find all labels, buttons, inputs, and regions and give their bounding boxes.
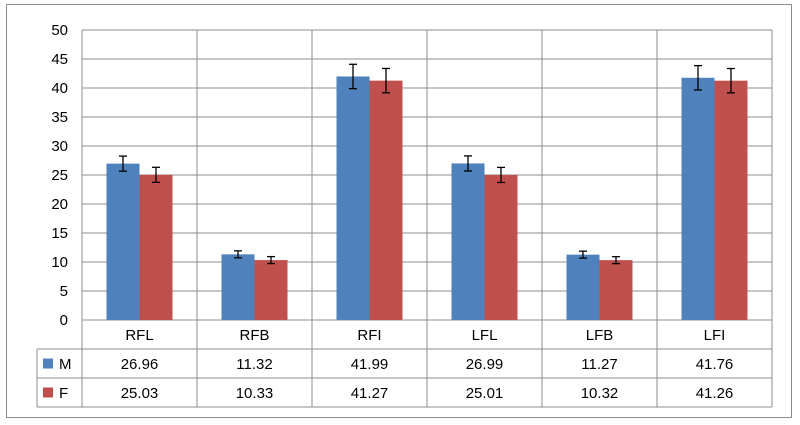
data-table-cell: 10.33 <box>236 385 274 402</box>
data-table-cell: 10.32 <box>581 385 619 402</box>
y-tick-label: 35 <box>51 109 68 126</box>
bar-F-LFL <box>484 174 518 320</box>
bar-F-RFB <box>254 260 288 320</box>
bar-M-LFB <box>566 254 600 320</box>
x-category-label: LFL <box>472 327 498 344</box>
bar-M-RFB <box>221 254 255 320</box>
x-category-label: RFI <box>357 327 381 344</box>
data-table-cell: 11.32 <box>236 356 272 373</box>
legend-key-F <box>43 387 53 398</box>
y-tick-label: 15 <box>51 225 68 242</box>
bar-F-LFB <box>599 260 633 320</box>
bar-M-LFI <box>681 77 715 321</box>
legend-label-F: F <box>59 385 68 402</box>
y-tick-label: 50 <box>51 22 68 39</box>
bar-M-RFI <box>336 76 370 320</box>
data-table-cell: 11.27 <box>581 356 617 373</box>
data-table-cell: 26.99 <box>466 356 504 373</box>
y-tick-label: 5 <box>60 283 68 300</box>
bar-F-LFI <box>714 80 748 320</box>
y-tick-label: 20 <box>51 196 68 213</box>
legend-label-M: M <box>59 356 72 373</box>
x-category-label: RFL <box>125 327 153 344</box>
bar-F-RFL <box>139 174 173 320</box>
data-table-cell: 41.27 <box>351 385 389 402</box>
y-tick-label: 25 <box>51 167 68 184</box>
y-tick-label: 45 <box>51 51 68 68</box>
legend-key-M <box>43 358 53 369</box>
data-table-cell: 41.76 <box>696 356 734 373</box>
x-category-label: LFB <box>586 327 614 344</box>
data-table-cell: 25.03 <box>121 385 159 402</box>
data-table-cell: 26.96 <box>121 356 159 373</box>
x-category-label: RFB <box>240 327 270 344</box>
data-table-cell: 41.99 <box>351 356 389 373</box>
y-tick-label: 30 <box>51 138 68 155</box>
x-category-label: LFI <box>704 327 726 344</box>
data-table-cell: 25.01 <box>466 385 504 402</box>
bar-M-RFL <box>106 163 140 320</box>
data-table-cell: 41.26 <box>696 385 734 402</box>
bar-M-LFL <box>451 163 485 320</box>
y-tick-label: 40 <box>51 80 68 97</box>
y-tick-label: 10 <box>51 254 68 271</box>
bar-F-RFI <box>369 80 403 320</box>
y-tick-label: 0 <box>60 312 68 329</box>
